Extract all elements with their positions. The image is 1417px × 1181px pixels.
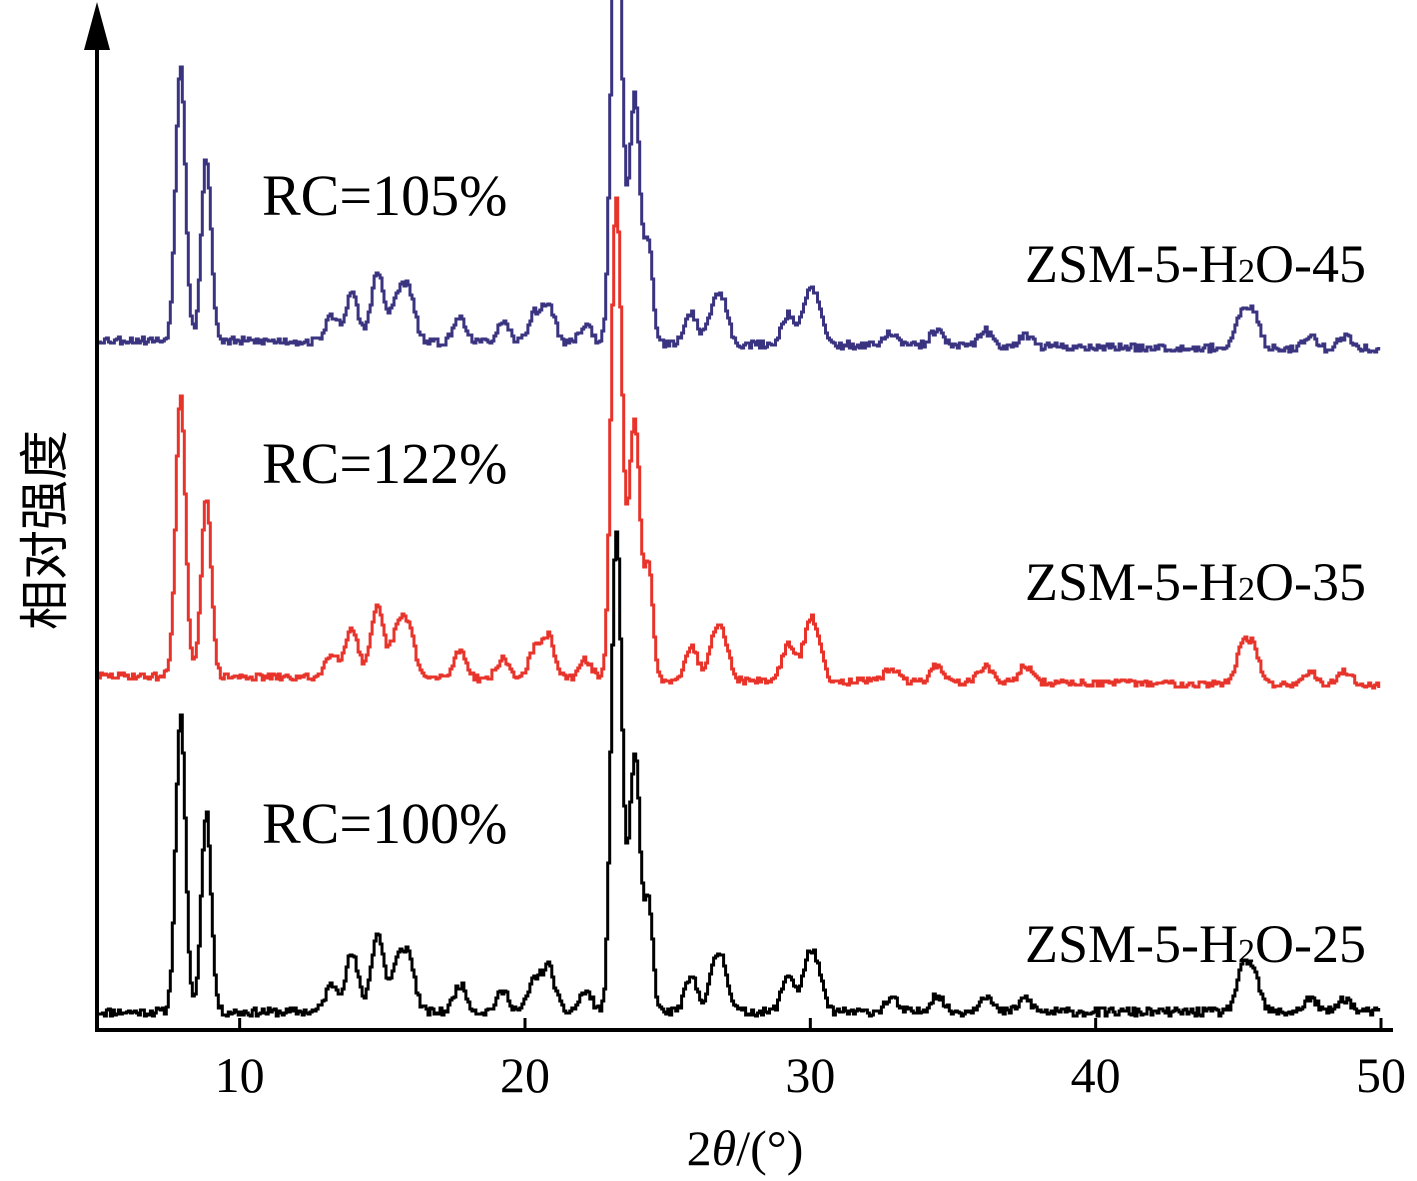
series-label-h2o-35-sub: 2 [1238, 571, 1255, 608]
series-label-h2o-45-sub: 2 [1238, 253, 1255, 290]
x-tick-label-40: 40 [1071, 1047, 1121, 1103]
x-tick-label-10: 10 [215, 1047, 265, 1103]
series-label-h2o-25-tail: O-25 [1255, 914, 1366, 974]
series-label-h2o-45: ZSM-5-H2O-45 [1025, 234, 1366, 294]
series-line-zsm-5-h2o-25 [98, 530, 1381, 1018]
rc-label-h2o-35: RC=122% [262, 431, 507, 496]
series-label-h2o-25: ZSM-5-H2O-25 [1025, 914, 1366, 974]
series-label-h2o-45-main: ZSM-5-H [1025, 234, 1238, 294]
rc-label-h2o-45: RC=105% [262, 163, 507, 228]
y-axis-arrow-icon [84, 2, 110, 50]
x-axis-title-theta: θ [712, 1120, 737, 1176]
series-label-h2o-45-tail: O-45 [1255, 234, 1366, 294]
series-label-h2o-35-tail: O-35 [1255, 552, 1366, 612]
x-axis-title: 2θ/(°) [687, 1120, 804, 1176]
series-label-h2o-25-main: ZSM-5-H [1025, 914, 1238, 974]
x-axis-ticks: 10 20 30 40 50 [215, 1018, 1406, 1103]
series-label-h2o-35: ZSM-5-H2O-35 [1025, 552, 1366, 612]
x-axis-title-suffix: /(°) [736, 1120, 803, 1176]
series-line-zsm-5-h2o-35 [98, 196, 1381, 690]
series-line-zsm-5-h2o-45 [98, 0, 1381, 354]
x-tick-label-30: 30 [785, 1047, 835, 1103]
series-traces [98, 0, 1381, 1018]
x-tick-label-20: 20 [500, 1047, 550, 1103]
x-tick-label-50: 50 [1356, 1047, 1406, 1103]
rc-label-h2o-25: RC=100% [262, 791, 507, 856]
x-axis-title-prefix: 2 [687, 1120, 712, 1176]
series-label-h2o-25-sub: 2 [1238, 933, 1255, 970]
y-axis-title: 相对强度 [16, 430, 74, 630]
series-label-h2o-35-main: ZSM-5-H [1025, 552, 1238, 612]
